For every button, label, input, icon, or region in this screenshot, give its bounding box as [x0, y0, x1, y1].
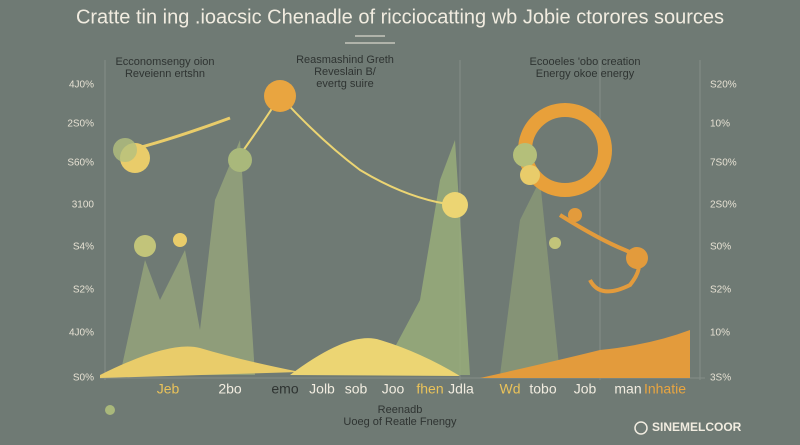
left-axis-label: S60% — [67, 158, 94, 169]
panel-caption: Energy okoe energy — [536, 68, 635, 80]
right-axis-label: 2S0% — [710, 200, 737, 211]
left-axis-label: 4J0% — [69, 328, 94, 339]
panel-caption: Ecooeles 'obo creation — [530, 56, 641, 68]
left-axis-label: 4J0% — [69, 80, 94, 91]
brand: SINEMELCOOR — [652, 420, 742, 434]
bottom-label: emo — [271, 381, 298, 397]
bottom-label: Job — [574, 381, 597, 397]
bottom-label: tobo — [529, 381, 556, 397]
panel-caption: Reasmashind Greth — [296, 54, 394, 66]
footer-line: Uoeg of Reatle Fnengy — [343, 416, 457, 428]
left-axis-label: 3100 — [72, 200, 95, 211]
left-axis-label: S4% — [73, 242, 94, 253]
right-axis-label: S20% — [710, 80, 737, 91]
right-axis-label: 10% — [710, 119, 730, 130]
bottom-label: man — [614, 381, 641, 397]
footer-line: Reenadb — [378, 404, 423, 416]
bottom-label: Wd — [500, 381, 521, 397]
bottom-label: sob — [345, 381, 368, 397]
bottom-label: 2bo — [218, 381, 242, 397]
right-axis-label: 7S0% — [710, 158, 737, 169]
left-axis-label: 2S0% — [67, 119, 94, 130]
right-axis-label: 10% — [710, 328, 730, 339]
panel-caption: Reveslain B/ — [314, 66, 377, 78]
panel-caption: Reveienn ertshn — [125, 68, 205, 80]
brand-icon — [634, 421, 648, 435]
bottom-label: Inhatie — [644, 381, 686, 397]
bottom-label: Joo — [382, 381, 405, 397]
bottom-label: fhen — [416, 381, 443, 397]
decoration — [100, 80, 690, 415]
bottom-label: Jolb — [309, 381, 335, 397]
right-axis-label: 3S% — [710, 373, 731, 384]
bottom-label: Jdla — [448, 381, 474, 397]
left-axis-label: S2% — [73, 285, 94, 296]
title: Cratte tin ing .ioacsic Chenadle of ricc… — [76, 6, 724, 28]
panel-caption: evertg suire — [316, 78, 373, 90]
right-axis-label: S2% — [710, 285, 731, 296]
bottom-label: Jeb — [157, 381, 180, 397]
panel-caption: Ecconomsengy oion — [115, 56, 214, 68]
left-axis-label: S0% — [73, 373, 94, 384]
right-axis-label: S0% — [710, 242, 731, 253]
